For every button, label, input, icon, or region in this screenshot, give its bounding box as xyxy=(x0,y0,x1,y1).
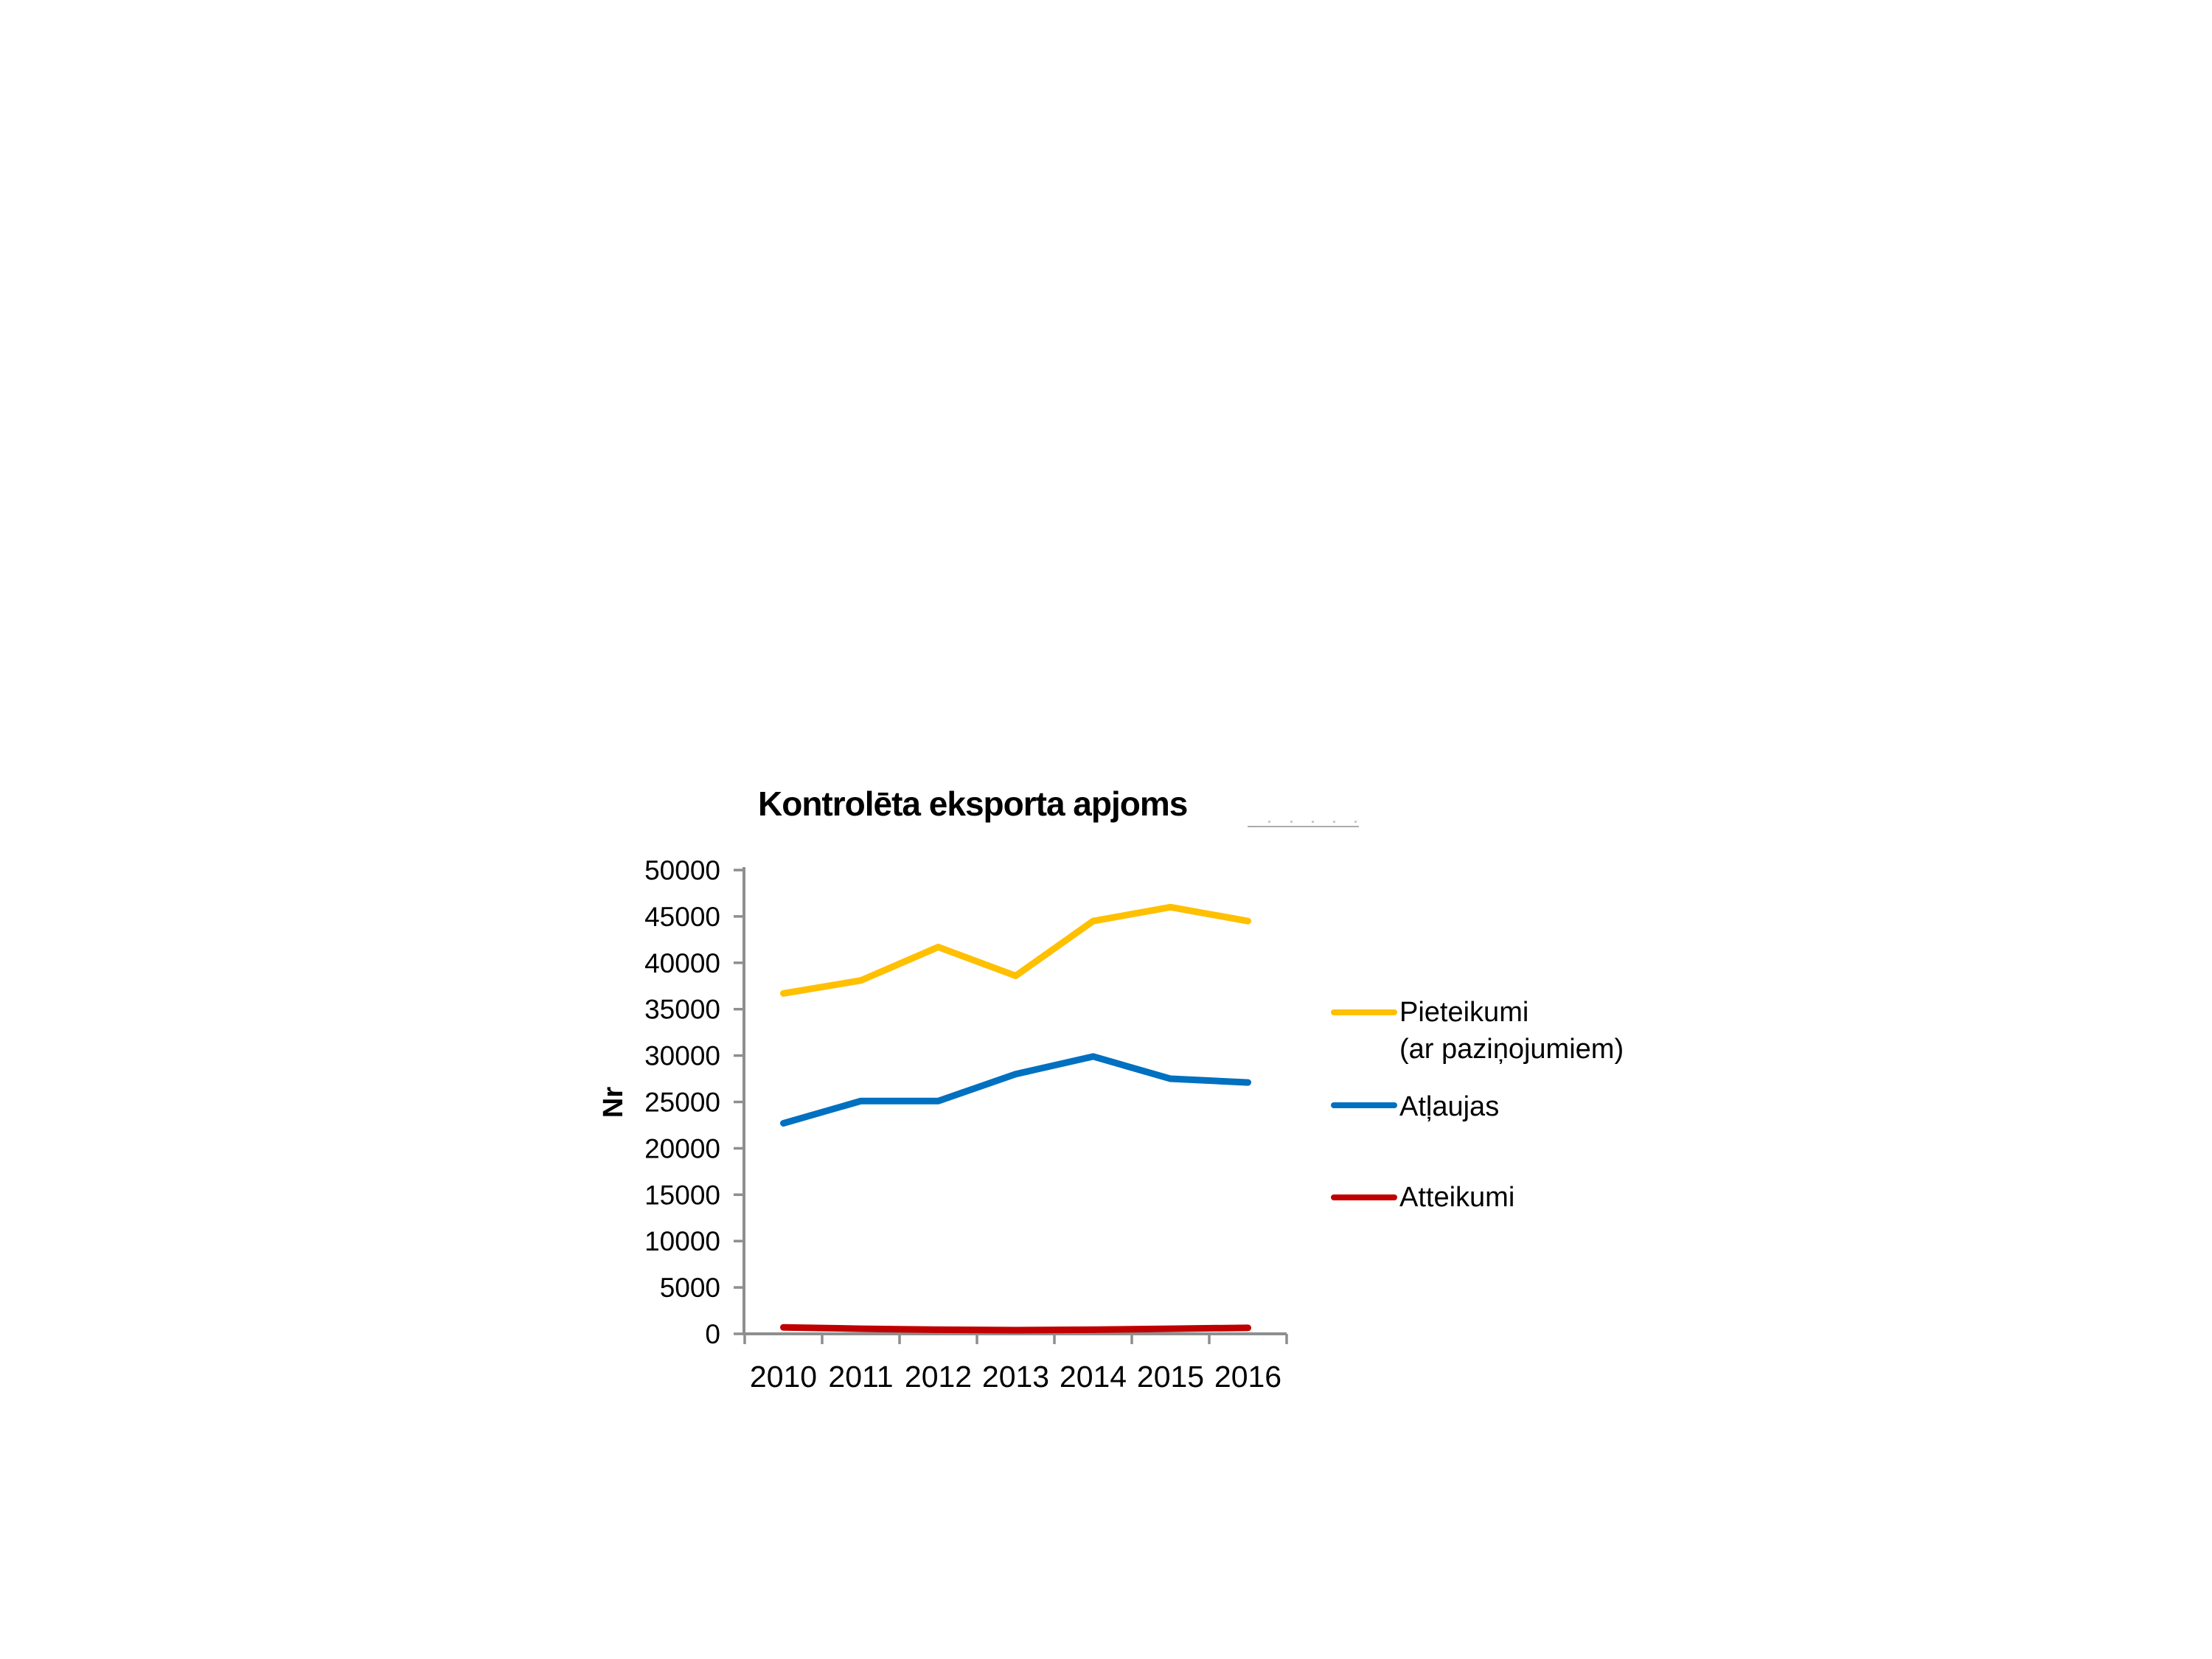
legend-label-line1: Pieteikumi xyxy=(1399,997,1529,1028)
y-axis-tick-label: 40000 xyxy=(644,948,720,978)
legend-label-line1: Atļaujas xyxy=(1399,1091,1500,1122)
x-axis-tick-label: 2016 xyxy=(1214,1360,1281,1394)
y-axis-tick-label: 0 xyxy=(705,1319,720,1349)
legend-swatch-atlaujas xyxy=(1331,1102,1397,1108)
y-axis-tick-label: 25000 xyxy=(644,1088,720,1118)
legend-label-line1: Atteikumi xyxy=(1399,1182,1515,1213)
chart-title: Kontrolēta eksporta apjoms xyxy=(758,785,1188,823)
legend-label-pieteikumi: Pieteikumi (ar paziņojumiem) xyxy=(1399,994,1624,1068)
series-line-0 xyxy=(780,903,1251,997)
x-axis-tick-label: 2012 xyxy=(905,1360,972,1394)
y-axis-tick-label: 45000 xyxy=(644,902,720,932)
legend-label-atlaujas: Atļaujas xyxy=(1399,1088,1499,1125)
artifact-dot xyxy=(1312,821,1314,823)
legend-label-atteikumi: Atteikumi xyxy=(1399,1179,1514,1216)
legend-label-line2: (ar paziņojumiem) xyxy=(1399,1034,1624,1065)
y-axis-tick-label: 30000 xyxy=(644,1041,720,1071)
y-axis-tick-label: 20000 xyxy=(644,1133,720,1164)
x-axis-tick-label: 2013 xyxy=(982,1360,1049,1394)
artifact-line xyxy=(1248,826,1359,827)
x-axis-tick-label: 2010 xyxy=(750,1360,817,1394)
artifact-dot xyxy=(1290,821,1293,823)
x-axis-tick-label: 2011 xyxy=(828,1360,893,1394)
legend-swatch-pieteikumi xyxy=(1331,1009,1397,1015)
artifact-dot xyxy=(1268,821,1270,823)
y-axis-tick-label: 15000 xyxy=(644,1180,720,1210)
y-axis-tick-label: 10000 xyxy=(644,1226,720,1256)
x-axis-tick-label: 2014 xyxy=(1060,1360,1127,1394)
series-line-1 xyxy=(780,1053,1251,1127)
legend-swatch-atteikumi xyxy=(1331,1194,1397,1200)
artifact-dot xyxy=(1333,821,1335,823)
artifact-dot xyxy=(1354,821,1357,823)
series-line-2 xyxy=(780,1324,1251,1334)
y-axis-tick-label: 5000 xyxy=(660,1273,720,1303)
y-axis-tick-label: 50000 xyxy=(644,855,720,886)
x-axis-tick-label: 2015 xyxy=(1137,1360,1204,1394)
y-axis-tick-label: 35000 xyxy=(644,995,720,1025)
